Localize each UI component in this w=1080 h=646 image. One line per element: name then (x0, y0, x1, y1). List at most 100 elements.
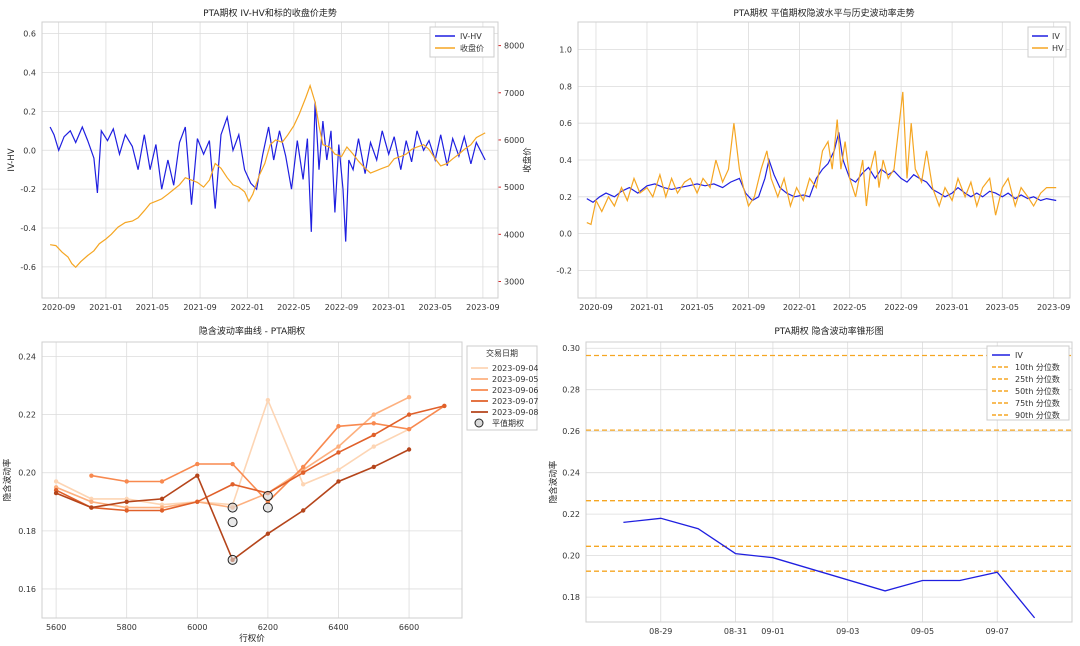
legend-box (466, 345, 538, 431)
x-tick-label: 2023-01 (935, 303, 968, 312)
x-tick-label: 2023-09 (466, 303, 499, 312)
smile-point (265, 397, 271, 403)
y-right-tick-label: 6000 (504, 136, 524, 145)
x-tick-label: 2022-05 (277, 303, 310, 312)
iv-cone-chart: 08-29 08-31 09-01 09-03 09-05 09-07 0.18 0.20 0.… (548, 325, 1073, 636)
smile-point (406, 447, 412, 452)
x-tick-label: 2022-01 (783, 303, 816, 312)
x-tick-label: 2021-09 (732, 303, 765, 312)
plot-frame (585, 341, 1073, 623)
x-tick-label: 5800 (117, 623, 137, 632)
y-right-axis-label: 收盘价 (522, 147, 533, 173)
x-tick-label: 08-29 (649, 627, 672, 636)
chart-title: PTA期权 IV-HV和标的收盘价走势 (203, 7, 337, 19)
atm-option-marker (227, 517, 238, 528)
x-tick-label: 6600 (399, 623, 419, 632)
legend: IV HV (1027, 26, 1067, 58)
y-tick-label: 0.22 (18, 411, 36, 420)
atm-iv-hv-chart: 2020-09 2021-01 2021-05 2021-09 2022-01 2022-… (556, 7, 1071, 312)
legend-box (986, 345, 1070, 421)
iv-hv-close-price-chart: 2020-09 2021-01 2021-05 2021-09 2022-01 2022-… (7, 7, 533, 312)
series-line-iv-hv (49, 101, 486, 242)
y-left-tick-label: 0.4 (23, 69, 36, 78)
y-tick-label: 0.28 (562, 386, 580, 395)
smile-point (124, 479, 129, 484)
smile-point (89, 473, 94, 478)
atm-option-marker (262, 490, 273, 501)
y-left-tick-label: 0.2 (23, 107, 36, 116)
legend-label: 10th 分位数 (1015, 362, 1060, 372)
x-tick-label: 6200 (258, 623, 278, 632)
legend-label: 75th 分位数 (1015, 398, 1060, 408)
legend-title: 交易日期 (486, 348, 518, 358)
legend-label: 2023-09-05 (492, 375, 539, 384)
y-tick-label: 0.8 (559, 82, 572, 91)
plot-frame (577, 21, 1071, 299)
smile-point (371, 432, 376, 438)
x-tick-label: 09-03 (836, 627, 859, 636)
smile-point (53, 490, 59, 496)
y-right-tick-label: 8000 (504, 42, 524, 51)
y-tick-label: 0.24 (18, 353, 36, 362)
x-tick-label: 2023-05 (419, 303, 452, 312)
y-tick-label: 0.26 (562, 427, 580, 436)
chart-title: PTA期权 平值期权隐波水平与历史波动率走势 (733, 7, 914, 19)
x-tick-label: 2020-09 (579, 303, 612, 312)
smile-point (89, 505, 94, 510)
legend-label: 90th 分位数 (1015, 410, 1060, 420)
y-tick-label: 0.0 (559, 230, 572, 239)
gridlines (578, 22, 1070, 298)
y-tick-label: 0.18 (18, 527, 36, 536)
smile-point (442, 403, 447, 409)
series-line-close-price (50, 83, 486, 269)
series-line-hv (586, 91, 1057, 226)
x-tick-label: 09-05 (911, 627, 934, 636)
smile-point (159, 496, 165, 502)
y-left-tick-label: 0.6 (23, 30, 36, 39)
x-tick-label: 08-31 (724, 627, 747, 636)
smile-point (336, 467, 341, 473)
iv-smile-chart: 5600 5800 6000 6200 6400 6600 0.16 0.18 0.20 0.22… (2, 325, 539, 644)
legend: IV-HV 收盘价 (429, 26, 495, 58)
x-tick-label: 2021-09 (183, 303, 216, 312)
series-line-iv (623, 517, 1036, 619)
y-left-axis-label: IV-HV (7, 148, 17, 171)
x-tick-label: 09-07 (986, 627, 1009, 636)
y-left-tick-label: -0.6 (20, 263, 36, 272)
y-left-tick-label: -0.4 (20, 224, 36, 233)
plot-frame (41, 341, 463, 619)
x-tick-label: 2021-05 (136, 303, 169, 312)
y-tick-label: 1.0 (559, 46, 572, 55)
plot-frame (41, 21, 499, 299)
y-right-tick-label: 7000 (504, 89, 524, 98)
legend-label: 收盘价 (460, 43, 484, 53)
legend-label: 2023-09-04 (492, 364, 539, 373)
legend: 交易日期 2023-09-04 2023-09-05 2023-09-06 2023-0… (466, 345, 539, 431)
y-tick-label: 0.22 (562, 510, 580, 519)
series-line-iv (586, 132, 1057, 204)
x-axis-label: 行权价 (239, 633, 265, 644)
y-left-tick-label: -0.2 (20, 185, 36, 194)
smile-point (300, 470, 306, 475)
legend-box (1027, 26, 1067, 58)
legend-label: HV (1052, 44, 1064, 53)
x-tick-label: 6400 (328, 623, 348, 632)
smile-point (53, 479, 59, 484)
smile-line-2023-09-07 (55, 405, 445, 512)
y-axis-label: 隐含波动率 (2, 458, 13, 501)
smile-point (195, 461, 200, 467)
y-tick-label: 0.16 (18, 585, 36, 594)
legend-label: 平值期权 (492, 418, 524, 428)
smile-point (300, 464, 306, 470)
smile-point (265, 531, 271, 536)
y-right-tick-label: 5000 (504, 183, 524, 192)
smile-point (124, 508, 129, 513)
legend-label: IV (1052, 32, 1060, 41)
y-tick-label: 0.24 (562, 469, 580, 478)
x-tick-label: 2022-09 (325, 303, 358, 312)
smile-point (159, 508, 165, 513)
smile-point (159, 479, 165, 484)
y-tick-label: 0.20 (562, 552, 580, 561)
smile-line-2023-09-05 (55, 396, 410, 509)
smile-point (124, 499, 129, 504)
